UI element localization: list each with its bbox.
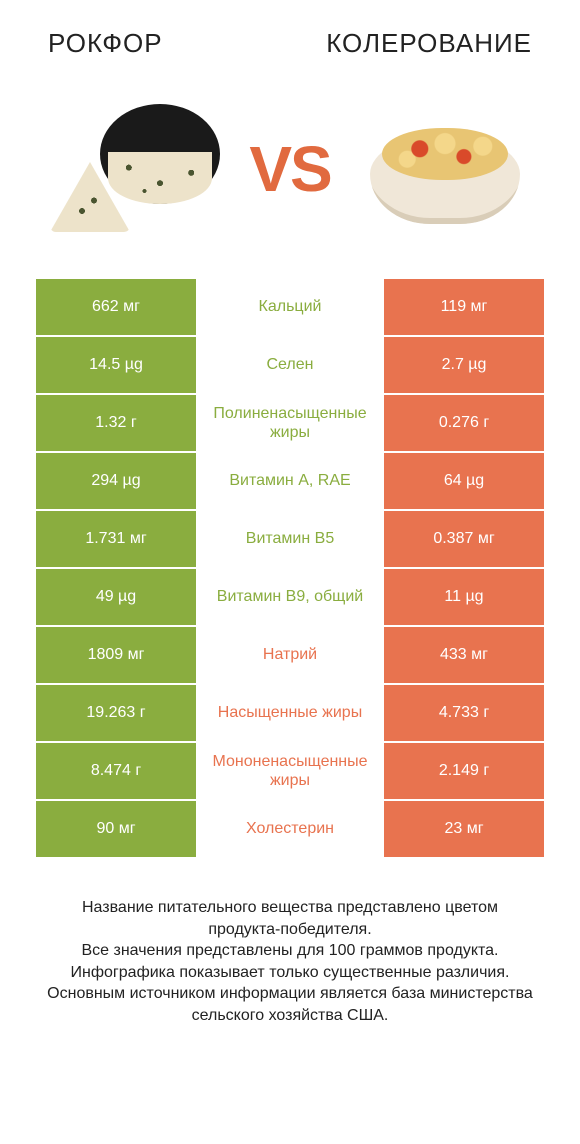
right-value: 0.387 мг [384, 511, 544, 567]
nutrient-label: Полиненасыщенные жиры [196, 395, 384, 451]
left-value: 8.474 г [36, 743, 196, 799]
hero-row: VS [0, 69, 580, 279]
table-row: 294 µgВитамин A, RAE64 µg [36, 453, 544, 509]
nutrient-label: Холестерин [196, 801, 384, 857]
right-value: 23 мг [384, 801, 544, 857]
left-value: 1809 мг [36, 627, 196, 683]
left-product-image [40, 99, 230, 239]
table-row: 14.5 µgСелен2.7 µg [36, 337, 544, 393]
right-value: 433 мг [384, 627, 544, 683]
footer-line: Все значения представлены для 100 граммо… [44, 940, 536, 962]
right-value: 2.149 г [384, 743, 544, 799]
cheese-icon [50, 104, 220, 234]
right-value: 64 µg [384, 453, 544, 509]
table-row: 49 µgВитамин B9, общий11 µg [36, 569, 544, 625]
left-value: 294 µg [36, 453, 196, 509]
nutrient-label: Витамин A, RAE [196, 453, 384, 509]
table-row: 662 мгКальций119 мг [36, 279, 544, 335]
right-value: 0.276 г [384, 395, 544, 451]
nutrient-label: Витамин B9, общий [196, 569, 384, 625]
right-product-title: КОЛЕРОВАНИЕ [326, 28, 532, 59]
left-value: 1.32 г [36, 395, 196, 451]
left-product-title: РОКФОР [48, 28, 163, 59]
nutrient-label: Мононенасыщенные жиры [196, 743, 384, 799]
footer-notes: Название питательного вещества представл… [0, 859, 580, 1027]
right-value: 11 µg [384, 569, 544, 625]
footer-line: Название питательного вещества представл… [44, 897, 536, 940]
left-value: 662 мг [36, 279, 196, 335]
comparison-table: 662 мгКальций119 мг14.5 µgСелен2.7 µg1.3… [0, 279, 580, 857]
table-row: 1.731 мгВитамин B50.387 мг [36, 511, 544, 567]
left-value: 90 мг [36, 801, 196, 857]
vs-label: VS [249, 132, 330, 206]
nutrient-label: Кальций [196, 279, 384, 335]
right-value: 2.7 µg [384, 337, 544, 393]
left-value: 19.263 г [36, 685, 196, 741]
left-value: 14.5 µg [36, 337, 196, 393]
right-value: 4.733 г [384, 685, 544, 741]
table-row: 1809 мгНатрий433 мг [36, 627, 544, 683]
table-row: 19.263 гНасыщенные жиры4.733 г [36, 685, 544, 741]
table-row: 90 мгХолестерин23 мг [36, 801, 544, 857]
right-product-image [350, 99, 540, 239]
right-value: 119 мг [384, 279, 544, 335]
nutrient-label: Насыщенные жиры [196, 685, 384, 741]
nutrient-label: Витамин B5 [196, 511, 384, 567]
header: РОКФОР КОЛЕРОВАНИЕ [0, 0, 580, 69]
left-value: 1.731 мг [36, 511, 196, 567]
nutrient-label: Натрий [196, 627, 384, 683]
table-row: 1.32 гПолиненасыщенные жиры0.276 г [36, 395, 544, 451]
left-value: 49 µg [36, 569, 196, 625]
footer-line: Основным источником информации является … [44, 983, 536, 1026]
nutrient-label: Селен [196, 337, 384, 393]
table-row: 8.474 гМононенасыщенные жиры2.149 г [36, 743, 544, 799]
dish-icon [360, 114, 530, 224]
footer-line: Инфографика показывает только существенн… [44, 962, 536, 984]
